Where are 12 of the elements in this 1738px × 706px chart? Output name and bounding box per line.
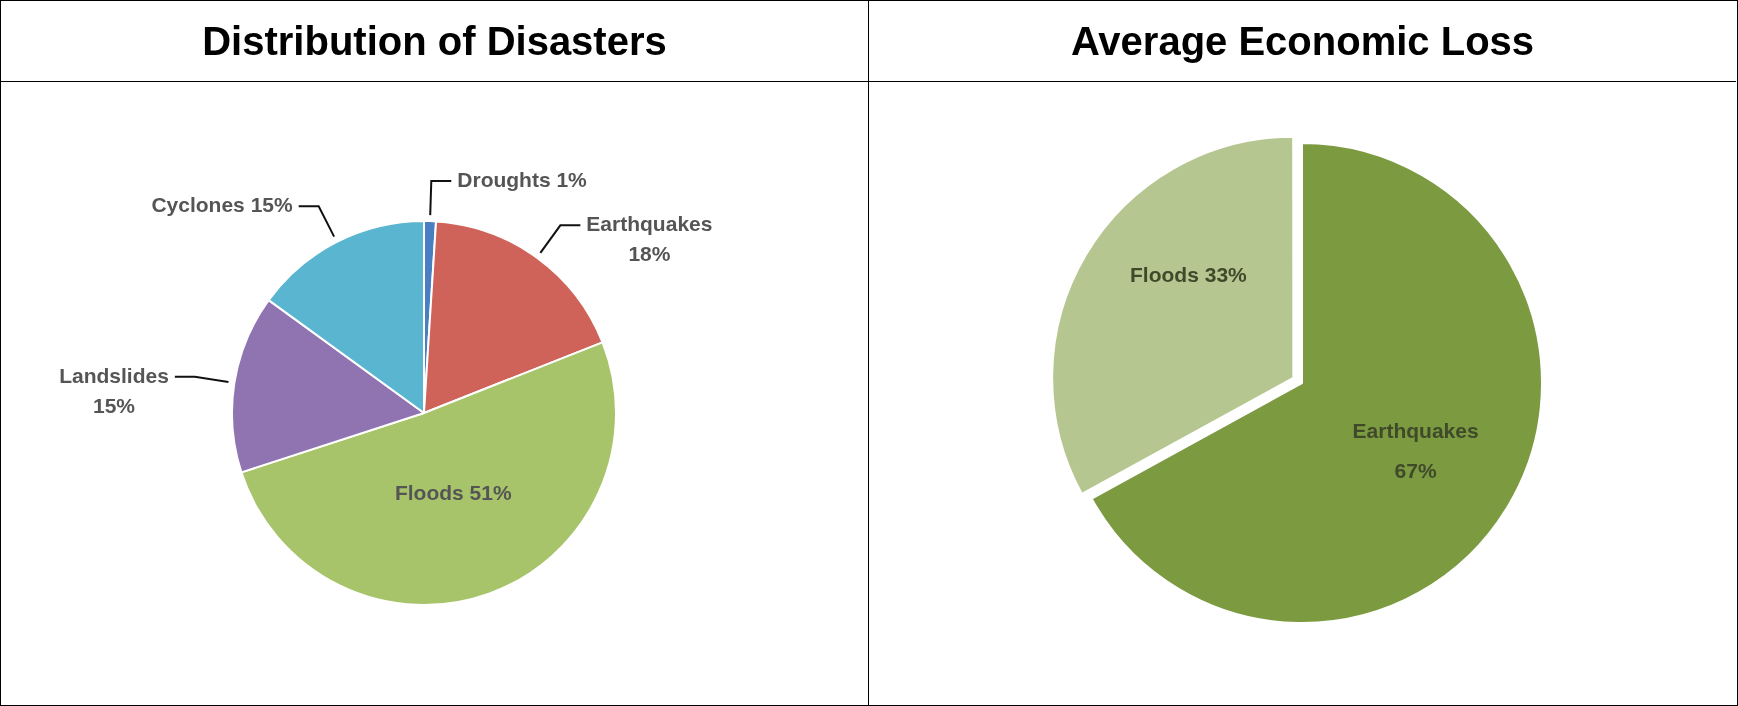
slice-label: Landslides bbox=[59, 363, 169, 387]
slice-label: Cyclones 15% bbox=[151, 193, 293, 217]
chart-title: Distribution of Disasters bbox=[1, 1, 868, 82]
data-label: 18% bbox=[628, 242, 671, 266]
slice-label: Droughts 1% bbox=[457, 167, 588, 191]
slice-label: Floods 51% bbox=[394, 481, 512, 505]
chart-title: Average Economic Loss bbox=[869, 1, 1736, 82]
slice-label: Earthquakes bbox=[1352, 418, 1479, 442]
slice-label: Floods 33% bbox=[1130, 262, 1248, 286]
slice-label: Earthquakes bbox=[586, 212, 713, 236]
data-label: 67% bbox=[1394, 458, 1437, 482]
data-label: 15% bbox=[92, 393, 136, 417]
